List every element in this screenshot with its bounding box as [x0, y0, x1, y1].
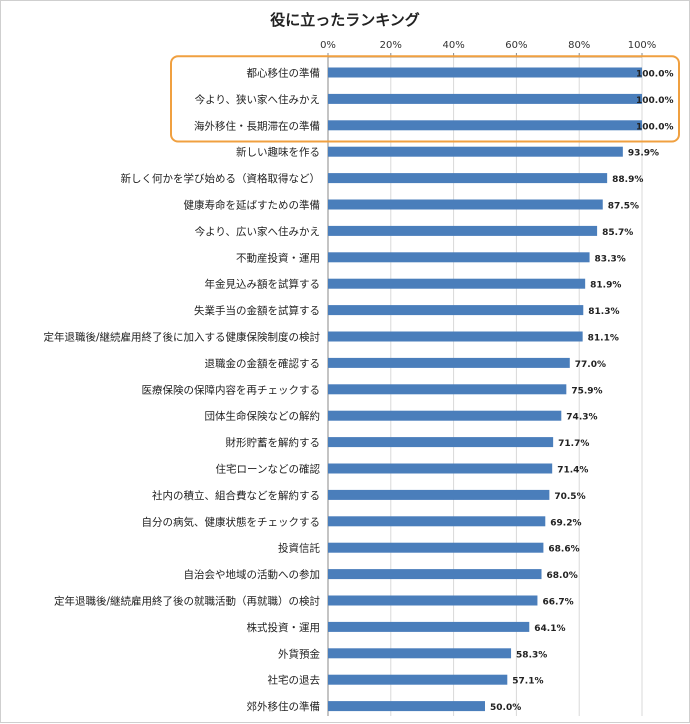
value-label: 93.9% — [628, 149, 659, 159]
category-label: 外貨預金 — [278, 647, 320, 660]
bar — [328, 516, 546, 527]
category-label: 投資信託 — [278, 542, 320, 555]
category-label: 不動産投資・運用 — [236, 251, 320, 264]
value-label: 58.3% — [516, 650, 547, 660]
tick-label: 80% — [568, 40, 590, 51]
bar — [328, 542, 544, 553]
value-label: 68.0% — [547, 571, 578, 581]
category-label: 定年退職後/継続雇用終了後に加入する健康保険制度の検討 — [43, 331, 320, 344]
value-label: 100.0% — [636, 70, 674, 80]
bar — [328, 621, 530, 632]
value-label: 69.2% — [550, 518, 581, 528]
category-label: 年金見込み額を試算する — [205, 278, 321, 291]
tick-label: 60% — [505, 40, 527, 51]
bar — [328, 701, 485, 712]
category-label: 失業手当の金額を試算する — [194, 304, 320, 317]
value-label: 71.7% — [558, 439, 589, 449]
bar — [328, 384, 567, 395]
category-label: 今より、広い家へ住みかえ — [195, 225, 320, 238]
value-label: 81.9% — [590, 281, 621, 291]
bar — [328, 93, 642, 104]
category-label: 社宅の退去 — [268, 674, 321, 687]
tick-label: 40% — [442, 40, 464, 51]
category-labels: 都心移住の準備今より、狭い家へ住みかえ海外移住・長期滞在の準備新しい趣味を作る新… — [43, 67, 320, 714]
value-label: 57.1% — [512, 677, 543, 687]
value-label: 70.5% — [554, 492, 585, 502]
bar — [328, 173, 608, 184]
bar — [328, 437, 554, 448]
value-label: 77.0% — [575, 360, 606, 370]
bar — [328, 252, 590, 263]
value-label: 83.3% — [595, 254, 626, 264]
bar — [328, 357, 570, 368]
bar — [328, 225, 598, 236]
bar — [328, 120, 642, 131]
value-label: 100.0% — [636, 122, 674, 132]
bar — [328, 463, 553, 474]
category-label: 退職金の金額を確認する — [205, 357, 321, 370]
category-label: 新しい趣味を作る — [236, 146, 320, 159]
category-label: 住宅ローンなどの確認 — [216, 463, 321, 476]
highlight-box — [170, 55, 680, 143]
category-label: 健康寿命を延ばすための準備 — [184, 199, 321, 212]
bar — [328, 489, 550, 500]
value-label: 87.5% — [608, 202, 639, 212]
bar — [328, 569, 542, 580]
category-label: 自治会や地域の活動への参加 — [184, 568, 321, 581]
bars — [328, 67, 642, 712]
bar — [328, 331, 583, 342]
category-label: 株式投資・運用 — [247, 621, 321, 634]
value-labels: 100.0% 100.0% 100.0% 93.9% 88.9% 87.5% 85.7% 83… — [490, 70, 674, 714]
category-label: 団体生命保険などの解約 — [205, 410, 321, 423]
bar — [328, 199, 603, 210]
category-label: 自分の病気、健康状態をチェックする — [142, 515, 321, 528]
category-label: 今より、狭い家へ住みかえ — [195, 93, 320, 106]
value-label: 68.6% — [548, 545, 579, 555]
category-label: 都心移住の準備 — [247, 67, 321, 80]
value-label: 81.3% — [588, 307, 619, 317]
value-label: 64.1% — [534, 624, 565, 634]
bar — [328, 67, 642, 78]
bar — [328, 595, 538, 606]
value-label: 71.4% — [557, 466, 588, 476]
bar — [328, 648, 512, 659]
category-label: 海外移住・長期滞在の準備 — [194, 119, 320, 132]
bar — [328, 305, 584, 316]
bar — [328, 278, 586, 289]
value-label: 75.9% — [571, 386, 602, 396]
tick-label: 0% — [320, 40, 336, 51]
category-label: 財形貯蓄を解約する — [226, 436, 321, 449]
value-label: 66.7% — [542, 598, 573, 608]
highlight-rectangle — [170, 55, 680, 143]
value-label: 50.0% — [490, 703, 521, 713]
category-label: 医療保険の保障内容を再チェックする — [142, 383, 321, 396]
value-label: 88.9% — [612, 175, 643, 185]
chart-title: 役に立ったランキング — [270, 11, 420, 29]
tick-label: 20% — [380, 40, 402, 51]
value-label: 100.0% — [636, 96, 674, 106]
bar — [328, 146, 623, 157]
bar — [328, 410, 562, 421]
category-label: 郊外移住の準備 — [247, 700, 321, 713]
category-label: 新しく何かを学び始める（資格取得など） — [121, 172, 321, 185]
value-label: 74.3% — [566, 413, 597, 423]
category-label: 社内の積立、組合費などを解約する — [152, 489, 320, 502]
value-label: 81.1% — [588, 334, 619, 344]
value-label: 85.7% — [602, 228, 633, 238]
tick-label: 100% — [628, 40, 657, 51]
bar — [328, 674, 508, 685]
category-label: 定年退職後/継続雇用終了後の就職活動（再就職）の検討 — [54, 595, 320, 608]
